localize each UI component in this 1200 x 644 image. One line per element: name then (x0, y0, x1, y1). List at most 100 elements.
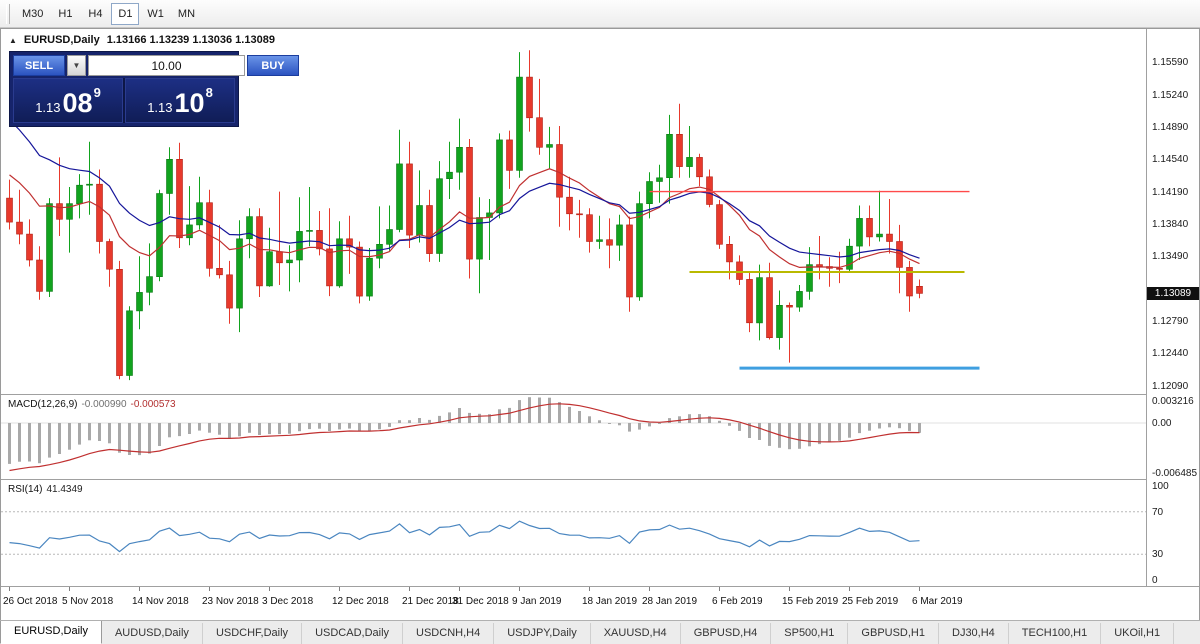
timeframe-button-mn[interactable]: MN (177, 7, 196, 20)
volume-dropdown[interactable]: ▼ (67, 55, 86, 76)
chart-tab-usdcad-daily[interactable]: USDCAD,Daily (302, 623, 404, 644)
chart-tab-sp500-h1[interactable]: SP500,H1 (771, 623, 849, 644)
rsi-line (9, 520, 920, 553)
timeframe-toolbar: M30 H1 H4 D1 W1 MN (0, 0, 1200, 28)
time-axis-label: 5 Nov 2018 (62, 596, 114, 607)
chart-tab-eurusd-daily[interactable]: EURUSD,Daily (0, 621, 102, 644)
price-axis-label: 1.12790 (1152, 316, 1189, 327)
pane-separator[interactable] (1, 479, 1199, 480)
chart-tab-usdcnh-h4[interactable]: USDCNH,H4 (403, 623, 495, 644)
sell-price-sup: 9 (93, 85, 101, 100)
volume-input[interactable] (88, 55, 245, 76)
time-axis-tick (719, 587, 720, 591)
chart-window: ▲ EURUSD,Daily 1.13166 1.13239 1.13036 1… (0, 28, 1200, 620)
price-axis-label: 1.12090 (1152, 380, 1189, 392)
time-axis-tick (339, 587, 340, 591)
time-axis-label: 14 Nov 2018 (132, 596, 189, 607)
timeframe-buttons: M30 H1 H4 D1 W1 MN (15, 2, 202, 25)
chevron-down-icon: ▼ (72, 61, 81, 70)
macd-name: MACD(12,26,9) (8, 399, 78, 410)
time-axis-label: 9 Jan 2019 (512, 596, 562, 607)
chart-tab-dj30-h4[interactable]: DJ30,H4 (939, 623, 1009, 644)
chart-tab-gbpusd-h4[interactable]: GBPUSD,H4 (681, 623, 772, 644)
price-divider (123, 78, 125, 123)
macd-histogram (8, 397, 921, 464)
time-axis-tick (69, 587, 70, 591)
rsi-axis-label: 0 (1152, 575, 1158, 586)
current-price-badge: 1.13089 (1147, 287, 1199, 301)
collapse-chart-icon[interactable]: ▲ (9, 35, 17, 45)
chart-tab-gbpusd-h1[interactable]: GBPUSD,H1 (848, 623, 939, 644)
rsi-axis-label: 70 (1152, 506, 1164, 518)
time-axis-label: 28 Jan 2019 (642, 596, 698, 607)
rsi-axis-label: 30 (1152, 549, 1164, 561)
macd-axis-label: 0.003216 (1152, 396, 1194, 407)
time-axis-label: 18 Jan 2019 (582, 596, 638, 607)
chart-tab-usdchf-daily[interactable]: USDCHF,Daily (203, 623, 303, 644)
time-axis-label: 3 Dec 2018 (262, 596, 314, 607)
time-axis-tick (519, 587, 520, 591)
time-axis-tick (919, 587, 920, 591)
rsi-value: 41.4349 (46, 484, 83, 495)
time-axis-label: 21 Dec 2018 (402, 596, 459, 607)
timeframe-button-w1[interactable]: W1 (147, 7, 164, 20)
buy-price-small: 1.13 (147, 99, 173, 115)
time-axis-label: 25 Feb 2019 (842, 596, 899, 607)
rsi-canvas[interactable] (1, 480, 1146, 586)
macd-canvas[interactable] (1, 395, 1146, 479)
price-axis-label: 1.13490 (1152, 251, 1189, 263)
chart-ohlc-values: 1.13166 1.13239 1.13036 1.13089 (106, 34, 275, 46)
macd-signal-line (9, 403, 920, 472)
timeframe-button-m30[interactable]: M30 (22, 7, 44, 20)
buy-price-big: 10 (174, 88, 205, 119)
chart-tab-audusd-daily[interactable]: AUDUSD,Daily (102, 623, 203, 644)
time-axis-label: 6 Feb 2019 (712, 596, 763, 607)
timeframe-button-h1[interactable]: H1 (58, 7, 73, 20)
toolbar-drag-handle[interactable] (6, 3, 10, 24)
time-axis-tick (789, 587, 790, 591)
rsi-name: RSI(14) (8, 484, 43, 495)
time-axis-label: 15 Feb 2019 (782, 596, 839, 607)
time-axis-label: 12 Dec 2018 (332, 596, 389, 607)
time-axis[interactable]: 26 Oct 2018 5 Nov 2018 14 Nov 2018 23 Nov 2… (1, 587, 1199, 620)
pane-separator (1, 586, 1199, 587)
macd-signal-value: -0.000573 (130, 399, 176, 410)
time-axis-tick (209, 587, 210, 591)
timeframe-button-d1[interactable]: D1 (111, 2, 140, 25)
sell-price[interactable]: 1.13 08 9 (13, 78, 123, 123)
macd-axis-label: 0.00 (1152, 418, 1172, 429)
macd-main-value: -0.000990 (81, 399, 127, 410)
chart-tab-ukoil-h1[interactable]: UKOil,H1 (1101, 623, 1175, 644)
time-axis-label: 23 Nov 2018 (202, 596, 259, 607)
time-axis-label: 31 Dec 2018 (452, 596, 509, 607)
main-chart-canvas[interactable] (1, 29, 1146, 394)
chart-tabs-bar: EURUSD,Daily AUDUSD,Daily USDCHF,Daily USDC… (0, 620, 1200, 644)
buy-button[interactable]: BUY (247, 55, 299, 76)
time-axis-label: 6 Mar 2019 (912, 596, 963, 607)
sell-button[interactable]: SELL (13, 55, 65, 76)
chart-tab-tech100-h1[interactable]: TECH100,H1 (1009, 623, 1102, 644)
price-axis-label: 1.12440 (1152, 348, 1189, 360)
sell-price-big: 08 (62, 88, 93, 119)
sell-price-small: 1.13 (35, 99, 61, 115)
price-axis-label: 1.14190 (1152, 186, 1189, 198)
chart-tab-xauusd-h4[interactable]: XAUUSD,H4 (591, 623, 681, 644)
time-axis-tick (409, 587, 410, 591)
price-axis-label: 1.15590 (1152, 57, 1189, 69)
time-axis-tick (589, 587, 590, 591)
pane-separator[interactable] (1, 394, 1199, 395)
one-click-trading-panel: SELL ▼ BUY 1.13 08 9 1.13 10 8 (9, 51, 299, 127)
chart-tab-usdjpy-daily[interactable]: USDJPY,Daily (494, 623, 591, 644)
price-axis[interactable]: 1.15590 1.15240 1.14890 1.14540 1.14190 1.138… (1146, 29, 1199, 586)
price-axis-label: 1.15240 (1152, 89, 1189, 101)
time-axis-tick (139, 587, 140, 591)
buy-price[interactable]: 1.13 10 8 (125, 78, 235, 123)
price-axis-label: 1.14890 (1152, 121, 1189, 133)
price-axis-label: 1.14540 (1152, 154, 1189, 166)
rsi-indicator-label: RSI(14) 41.4349 (8, 484, 83, 495)
chart-title: ▲ EURUSD,Daily 1.13166 1.13239 1.13036 1… (9, 34, 275, 46)
macd-axis-label: -0.006485 (1152, 468, 1198, 479)
timeframe-button-h4[interactable]: H4 (88, 7, 103, 20)
price-axis-label: 1.13840 (1152, 219, 1189, 230)
